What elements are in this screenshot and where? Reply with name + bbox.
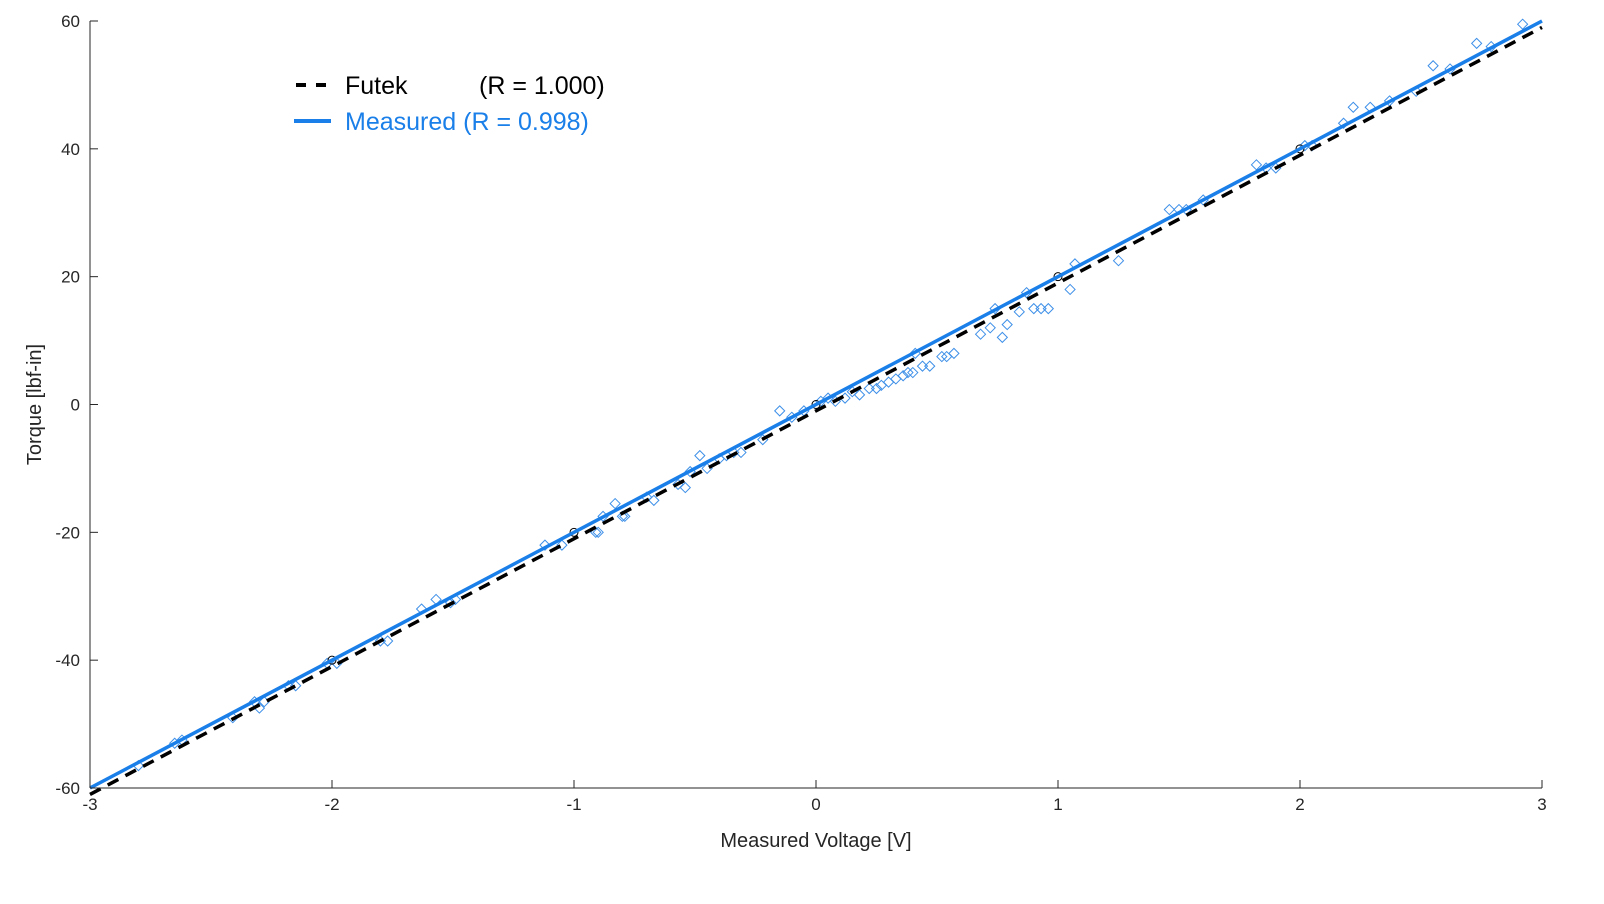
measured-point [381, 635, 394, 647]
measured-point [1112, 254, 1125, 267]
x-tick-label: 2 [1295, 795, 1304, 814]
x-tick-label: -3 [82, 795, 97, 814]
futek-fit-line [89, 25, 1543, 796]
measured-point [1001, 318, 1013, 331]
measured-point [679, 481, 692, 494]
x-tick-label: 3 [1537, 795, 1546, 814]
measured-point [694, 449, 706, 462]
x-tick-label: 1 [1053, 795, 1062, 814]
x-ticks: -3 -2 -1 0 1 2 3 [82, 780, 1547, 814]
x-tick-label: 0 [811, 795, 820, 814]
measured-point [1042, 302, 1055, 315]
measured-point [902, 366, 914, 379]
measured-point [773, 405, 786, 417]
measured-point [1250, 159, 1263, 171]
measured-point [1470, 37, 1483, 50]
measured-fit-line [89, 19, 1543, 790]
measured-point [609, 497, 621, 510]
y-tick-label: -60 [55, 779, 80, 798]
reference-point [569, 527, 579, 537]
y-tick-label: 40 [61, 140, 80, 159]
measured-point [648, 494, 660, 507]
measured-point [1163, 203, 1176, 216]
measured-point [1064, 283, 1076, 296]
measured-point [1427, 60, 1439, 72]
measured-point [556, 539, 568, 551]
measured-point [616, 510, 629, 523]
reference-point [1053, 272, 1063, 282]
measured-point [1516, 18, 1529, 30]
measured-point [289, 680, 302, 692]
measured-point [974, 328, 987, 340]
x-axis-title: Measured Voltage [V] [720, 830, 911, 852]
reference-point [327, 655, 337, 665]
legend-futek-r-value: (R = 1.000) [479, 72, 605, 100]
y-tick-label: 20 [61, 268, 80, 287]
y-tick-label: 0 [71, 396, 80, 415]
measured-point [1337, 117, 1350, 129]
measured-point [1347, 101, 1359, 113]
x-tick-label: -1 [566, 795, 581, 814]
measured-point [735, 446, 747, 459]
measured-point [853, 389, 866, 401]
measured-point [984, 322, 996, 334]
series-group [89, 18, 1543, 796]
measured-point [592, 526, 604, 539]
y-tick-label: -20 [55, 523, 80, 542]
legend: Futek (R = 1.000) Measured (R = 0.998) [294, 72, 605, 136]
reference-point [1295, 144, 1305, 154]
measured-point [936, 350, 948, 363]
measured-point [870, 382, 883, 395]
measured-point [907, 366, 919, 379]
y-tick-label: 60 [61, 12, 80, 31]
reference-point [811, 400, 821, 409]
measured-point [948, 347, 960, 360]
y-axis-title: Torque [lbf-in] [24, 344, 46, 465]
measured-point [924, 360, 936, 372]
measured-point [897, 370, 909, 382]
measured-point [996, 331, 1009, 344]
legend-futek-label: Futek [345, 72, 408, 100]
legend-measured-label: Measured (R = 0.998) [345, 108, 589, 136]
y-ticks: -60 -40 -20 0 20 40 60 [55, 12, 98, 798]
measured-point [1013, 306, 1025, 318]
x-tick-label: -2 [324, 795, 339, 814]
y-tick-label: -40 [55, 651, 80, 670]
measured-point [539, 539, 551, 551]
